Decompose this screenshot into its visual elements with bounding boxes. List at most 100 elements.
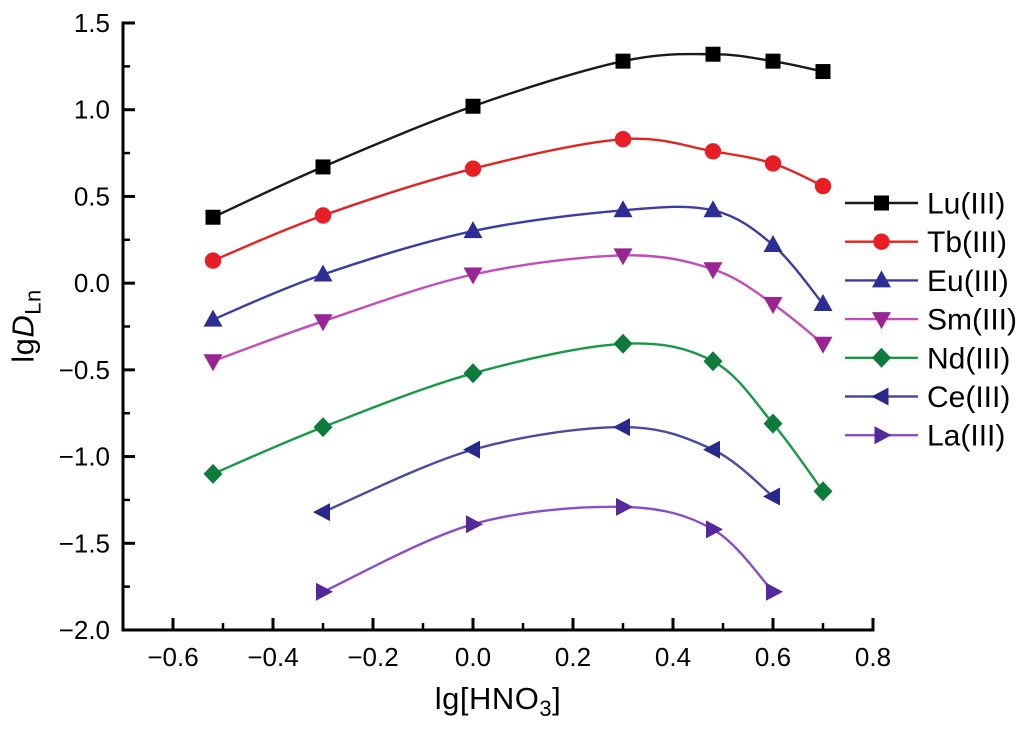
legend-marker-diamond-icon <box>872 347 891 368</box>
x-tick-label: −0.4 <box>247 642 298 672</box>
data-point-eu-iii <box>203 309 223 327</box>
legend-marker-triangle-down-icon <box>872 312 891 330</box>
legend-marker-circle-icon <box>873 233 890 250</box>
legend-item-ce-iii: Ce(III) <box>845 381 1010 414</box>
x-axis-title: lg[HNO3] <box>123 681 873 722</box>
legend-item-nd-iii: Nd(III) <box>845 342 1010 375</box>
y-axis-title-text: lg <box>5 337 41 363</box>
y-tick-label: −1.0 <box>59 442 110 472</box>
data-point-eu-iii <box>463 221 483 239</box>
data-point-lu-iii <box>465 98 481 114</box>
x-tick-label: −0.2 <box>347 642 398 672</box>
x-tick-label: 0.0 <box>455 642 491 672</box>
data-point-tb-iii <box>204 252 222 269</box>
data-point-ce-iii <box>463 440 480 459</box>
series-curve-nd-iii <box>212 342 824 493</box>
series-curve-ce-iii <box>322 425 774 514</box>
data-point-lu-iii <box>705 46 721 62</box>
legend-label-sm-iii: Sm(III) <box>927 304 1017 337</box>
legend-marker-triangle-up-icon <box>872 270 891 288</box>
x-axis-title-subscript: 3 <box>539 696 553 721</box>
data-point-eu-iii <box>703 200 723 218</box>
data-point-sm-iii <box>613 248 633 266</box>
data-point-nd-iii <box>613 333 633 354</box>
legend-label-ce-iii: Ce(III) <box>927 381 1010 414</box>
y-axis-title: lgDLn <box>6 289 47 363</box>
legend: Lu(III) Tb(III) Eu(III) Sm(III) Nd(III) Ce(II… <box>845 188 1017 453</box>
data-point-sm-iii <box>763 297 783 314</box>
legend-marker-square-icon <box>874 195 889 211</box>
data-point-la-iii <box>706 520 723 539</box>
x-axis-title-text: lg[HNO <box>434 681 540 716</box>
legend-marker-triangle-left-icon <box>871 387 889 406</box>
data-point-ce-iii <box>763 487 780 506</box>
data-point-ce-iii <box>313 503 330 522</box>
data-point-la-iii <box>616 497 633 516</box>
data-point-lu-iii <box>765 53 781 69</box>
y-tick-label: 1.0 <box>74 95 110 125</box>
x-axis-title-suffix: ] <box>552 681 562 716</box>
data-point-ce-iii <box>613 418 630 437</box>
x-tick-label: −0.6 <box>147 642 198 672</box>
x-tick-label: 0.8 <box>855 642 891 672</box>
data-point-nd-iii <box>203 463 223 484</box>
x-tick-label: 0.2 <box>555 642 591 672</box>
data-point-la-iii <box>316 582 333 601</box>
data-point-tb-iii <box>614 130 632 148</box>
data-point-nd-iii <box>813 481 833 502</box>
data-point-tb-iii <box>814 177 832 195</box>
data-point-nd-iii <box>463 363 483 384</box>
data-point-eu-iii <box>613 200 633 218</box>
legend-label-nd-iii: Nd(III) <box>927 342 1010 375</box>
data-point-lu-iii <box>205 209 221 225</box>
y-tick-label: −2.0 <box>59 615 110 645</box>
data-point-tb-iii <box>314 207 332 224</box>
data-point-sm-iii <box>203 354 223 372</box>
y-tick-label: 0.0 <box>74 268 110 298</box>
data-point-lu-iii <box>615 53 631 69</box>
data-point-sm-iii <box>813 336 833 354</box>
data-point-sm-iii <box>313 314 333 332</box>
data-point-la-iii <box>766 582 783 601</box>
series-curve-la-iii <box>322 505 774 593</box>
data-point-nd-iii <box>763 413 783 434</box>
data-point-eu-iii <box>763 235 783 252</box>
data-point-tb-iii <box>764 155 782 172</box>
data-point-lu-iii <box>815 64 831 80</box>
data-point-eu-iii <box>313 264 333 282</box>
legend-label-tb-iii: Tb(III) <box>927 226 1007 259</box>
y-axis-title-symbol: D <box>5 314 41 338</box>
y-tick-label: −0.5 <box>59 355 110 385</box>
series-curve-tb-iii <box>212 137 824 262</box>
legend-item-lu-iii: Lu(III) <box>845 188 1005 221</box>
data-point-ce-iii <box>703 440 720 459</box>
data-point-lu-iii <box>315 159 331 175</box>
data-point-la-iii <box>466 515 483 534</box>
series-curve-eu-iii <box>212 205 824 321</box>
y-axis-title-subscript: Ln <box>20 289 46 315</box>
legend-label-eu-iii: Eu(III) <box>927 265 1009 298</box>
legend-item-sm-iii: Sm(III) <box>845 304 1017 337</box>
legend-label-la-iii: La(III) <box>927 420 1005 453</box>
data-point-sm-iii <box>703 262 723 280</box>
data-point-sm-iii <box>463 267 483 285</box>
y-tick-label: −1.5 <box>59 528 110 558</box>
data-point-tb-iii <box>704 143 722 160</box>
legend-item-la-iii: La(III) <box>845 420 1005 453</box>
x-tick-label: 0.4 <box>655 642 691 672</box>
data-point-eu-iii <box>813 294 833 311</box>
legend-marker-triangle-right-icon <box>874 426 892 445</box>
data-point-tb-iii <box>464 160 482 177</box>
series-curve-sm-iii <box>212 254 824 363</box>
legend-item-eu-iii: Eu(III) <box>845 265 1009 298</box>
legend-label-lu-iii: Lu(III) <box>927 188 1005 221</box>
y-tick-label: 1.5 <box>74 8 110 38</box>
x-tick-label: 0.6 <box>755 642 791 672</box>
legend-item-tb-iii: Tb(III) <box>845 226 1007 259</box>
y-tick-label: 0.5 <box>74 181 110 211</box>
data-point-nd-iii <box>703 351 723 372</box>
data-point-nd-iii <box>313 417 333 438</box>
series-curve-lu-iii <box>212 52 824 219</box>
